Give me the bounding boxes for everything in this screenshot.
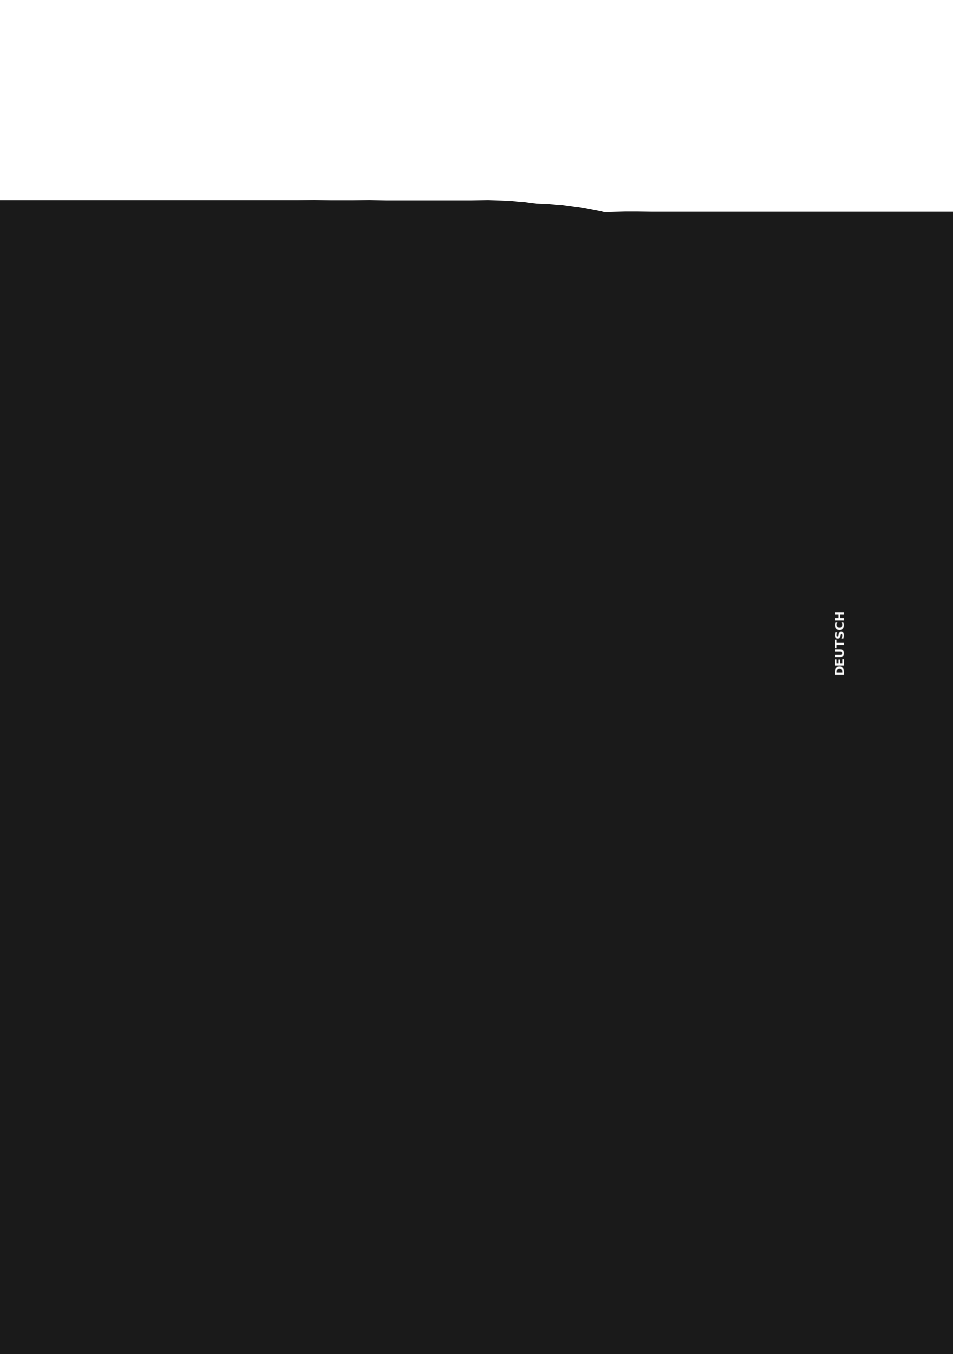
Text: - Abschnitt 4.4.3.: - Abschnitt 4.4.3. — [212, 408, 326, 420]
Bar — [639, 573, 726, 592]
Bar — [419, 807, 443, 827]
Bar — [392, 654, 415, 674]
Text: DEFEKT: DEFEKT — [399, 544, 442, 556]
Polygon shape — [474, 697, 489, 708]
Polygon shape — [375, 867, 390, 877]
Text: 4.4.8.2    Relais 2: 4.4.8.2 Relais 2 — [196, 276, 333, 291]
Bar — [509, 742, 533, 762]
Text: eine Verzögerungszeit von mehr als 10 Sekunden, um Fehlalarme zu vermeiden.: eine Verzögerungszeit von mehr als 10 Se… — [212, 383, 750, 395]
Polygon shape — [703, 609, 720, 620]
Text: °C ALARM: °C ALARM — [393, 559, 450, 573]
Bar — [419, 654, 506, 674]
Bar — [382, 542, 459, 559]
Text: Geben Sie den Schwellwert ein: Geben Sie den Schwellwert ein — [498, 598, 681, 612]
Bar — [382, 573, 459, 590]
Polygon shape — [343, 543, 360, 556]
Polygon shape — [446, 982, 458, 992]
Text: INV JA: INV JA — [502, 796, 544, 810]
Text: -: - — [203, 345, 208, 359]
Text: 2+=00.44: 2+=00.44 — [435, 746, 492, 758]
Text: INV NEIN: INV NEIN — [495, 823, 552, 835]
Polygon shape — [451, 697, 466, 708]
Text: MAN 1000010372  ML  Version: G  Status: RL (released | freigegeben)  printed: 29: MAN 1000010372 ML Version: G Status: RL … — [132, 496, 141, 907]
Bar — [327, 963, 404, 983]
Bar — [639, 654, 726, 674]
Bar — [419, 742, 506, 762]
Bar — [463, 542, 484, 559]
Polygon shape — [343, 569, 360, 584]
Text: INV NEIN: INV NEIN — [336, 994, 394, 1007]
Text: -: - — [203, 395, 208, 408]
Text: 2-=00.40: 2-=00.40 — [655, 657, 711, 670]
Text: den ein.: den ein. — [196, 856, 244, 868]
Text: Zum Beispiel: Im Falle eines Stromausfallalarms invertieren Sie das Relais und s: Zum Beispiel: Im Falle eines Stromausfal… — [212, 371, 782, 383]
Bar — [288, 895, 311, 917]
Bar — [327, 990, 404, 1010]
Text: 8175: 8175 — [196, 1148, 262, 1173]
Text: Geben Sie die Verzögerung in Sekun-: Geben Sie die Verzögerung in Sekun- — [196, 844, 416, 857]
Text: RELAIS 2: RELAIS 2 — [209, 546, 262, 555]
Text: VER2=004: VER2=004 — [340, 899, 396, 913]
Text: VER2=000: VER2=000 — [340, 811, 396, 823]
Text: als Hauptalarm bei Eingangssignalausfall oder Unterbrechung der Spannungsversorg: als Hauptalarm bei Eingangssignalausfall… — [196, 310, 791, 324]
Text: Relais 2 kann als Füllstand-, Abstand-, Volumen- oder Temperaturalarmsignalgeber: Relais 2 kann als Füllstand-, Abstand-, … — [196, 297, 782, 310]
Text: darauf achten, dass der Endzustand des Relais einer Sicherheitsstellung entspric: darauf achten, dass der Endzustand des R… — [212, 357, 770, 371]
Bar — [196, 895, 274, 917]
Text: BEDIENUNG: BEDIENUNG — [419, 236, 558, 256]
Bar — [484, 819, 562, 839]
Text: Die Verzögerung des Alarms wird in der ‘Voreinstellung’ in der Filterfunktion fe: Die Verzögerung des Alarms wird in der ‘… — [212, 395, 792, 408]
Bar — [463, 556, 484, 575]
Text: Schwellwert ein.: Schwellwert ein. — [530, 691, 626, 703]
Bar — [288, 964, 311, 986]
Text: DEUTSCH: DEUTSCH — [833, 608, 845, 674]
Polygon shape — [617, 815, 629, 826]
Bar — [327, 895, 410, 917]
Bar — [288, 540, 311, 562]
Polygon shape — [727, 609, 742, 620]
Bar — [327, 807, 410, 827]
Bar — [382, 556, 459, 575]
Bar — [825, 596, 853, 688]
Text: RELAIS: RELAIS — [213, 968, 256, 982]
Text: bürkert: bürkert — [739, 1148, 843, 1173]
Text: INV JA: INV JA — [344, 965, 387, 979]
Text: NIV/VOL: NIV/VOL — [396, 575, 446, 588]
Text: konfiguriert werden.: konfiguriert werden. — [196, 324, 332, 337]
Text: Geben Sie den maximalen: Geben Sie den maximalen — [530, 678, 685, 692]
Text: 2+=00.00: 2+=00.00 — [435, 657, 492, 670]
Text: Wenn Relais 2 als Signalverlustalarm (Voreinstellung) konfiguriert ist, müssen S: Wenn Relais 2 als Signalverlustalarm (Vo… — [212, 345, 755, 359]
Text: RELAIS: RELAIS — [213, 899, 256, 913]
Text: 49: 49 — [479, 1148, 497, 1162]
Polygon shape — [352, 867, 367, 877]
Bar — [484, 793, 562, 814]
Bar — [196, 964, 274, 986]
Text: 2-=00.00: 2-=00.00 — [655, 575, 711, 589]
Bar — [463, 573, 484, 590]
Bar — [196, 540, 274, 562]
